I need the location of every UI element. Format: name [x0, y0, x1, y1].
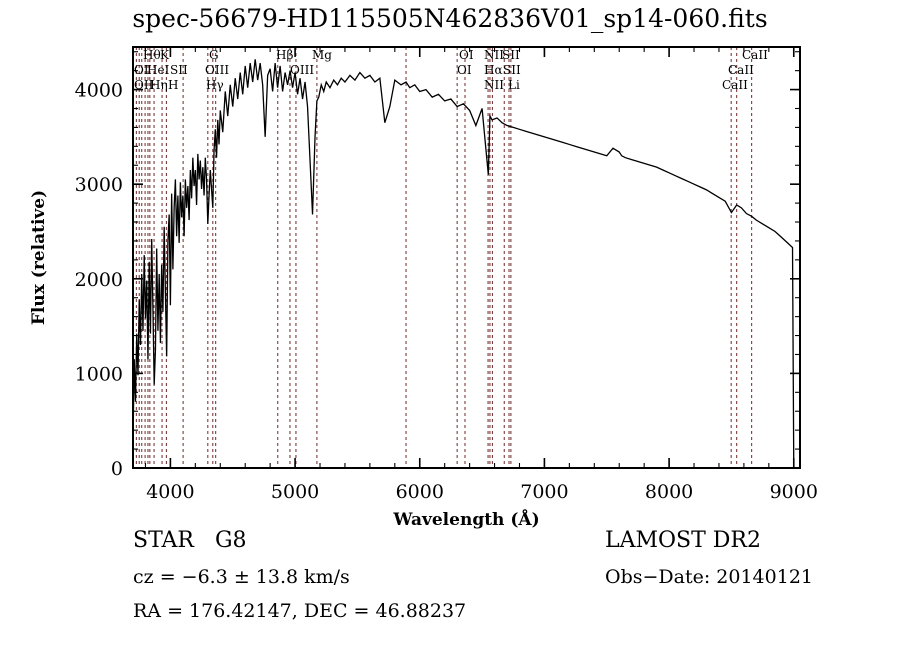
line-label-oii: OII [134, 78, 154, 92]
spectrum-trace [132, 59, 795, 469]
line-label-oi: OI [459, 48, 474, 62]
line-label-g: G [209, 48, 219, 62]
line-label-h: Hβ [276, 48, 293, 62]
line-label-mg: Mg [312, 48, 332, 62]
line-label-caii: CaII [742, 48, 768, 62]
line-label-oiii: OIII [205, 63, 229, 77]
axis-ticks [133, 47, 800, 469]
line-label-sii: SII [503, 63, 521, 77]
line-label-h: Hη [150, 78, 168, 92]
line-label-oiii: OIII [290, 63, 314, 77]
axis-tick-labels: 4000 5000 6000 7000 8000 9000 0 1000 2000 3000 400… [75, 80, 818, 503]
line-label-k: K [160, 48, 170, 62]
line-label-h: Hγ [206, 78, 224, 92]
sky-coordinates: RA = 176.42147, DEC = 46.88237 [133, 600, 467, 622]
x-axis-label: Wavelength (Å) [392, 508, 539, 530]
line-label-oi: OI [134, 63, 149, 77]
line-label-nii: NII [484, 78, 504, 92]
line-label-oi: OI [457, 63, 472, 77]
line-label-h: H [168, 78, 178, 92]
ytick-label: 2000 [75, 269, 123, 291]
xtick-label: 8000 [645, 481, 693, 503]
survey-name: LAMOST DR2 [605, 528, 761, 553]
xtick-label: 4000 [146, 481, 194, 503]
line-label-nii: NII [484, 48, 504, 62]
footer-metadata: STAR G8 LAMOST DR2 cz = −6.3 ± 13.8 km/s… [0, 528, 900, 648]
spectral-class: G8 [214, 528, 247, 553]
line-label-li: Li [508, 78, 520, 92]
xtick-label: 6000 [396, 481, 444, 503]
y-axis-label: Flux (relative) [29, 190, 49, 325]
line-label-caii: CaII [728, 63, 754, 77]
xtick-label: 9000 [770, 481, 818, 503]
ytick-label: 0 [111, 458, 123, 480]
xtick-label: 7000 [520, 481, 568, 503]
line-label-h: Hθ [143, 48, 161, 62]
ytick-label: 4000 [75, 80, 123, 102]
observation-date: Obs−Date: 20140121 [605, 566, 813, 588]
ytick-label: 1000 [75, 363, 123, 385]
line-label-sii: SII [170, 63, 188, 77]
line-label-caii: CaII [722, 78, 748, 92]
radial-velocity: cz = −6.3 ± 13.8 km/s [133, 566, 350, 588]
object-type-and-class: STAR G8 [133, 528, 247, 553]
line-label-h: Hα [484, 63, 503, 77]
line-label-hei: HeI [147, 63, 170, 77]
ytick-label: 3000 [75, 174, 123, 196]
object-type: STAR [133, 528, 194, 553]
spectral-line-markers [135, 47, 753, 468]
line-label-sii: SII [502, 48, 520, 62]
plot-frame [132, 46, 801, 469]
page-title: spec-56679-HD115505N462836V01_sp14-060.f… [132, 4, 768, 33]
xtick-label: 5000 [271, 481, 319, 503]
